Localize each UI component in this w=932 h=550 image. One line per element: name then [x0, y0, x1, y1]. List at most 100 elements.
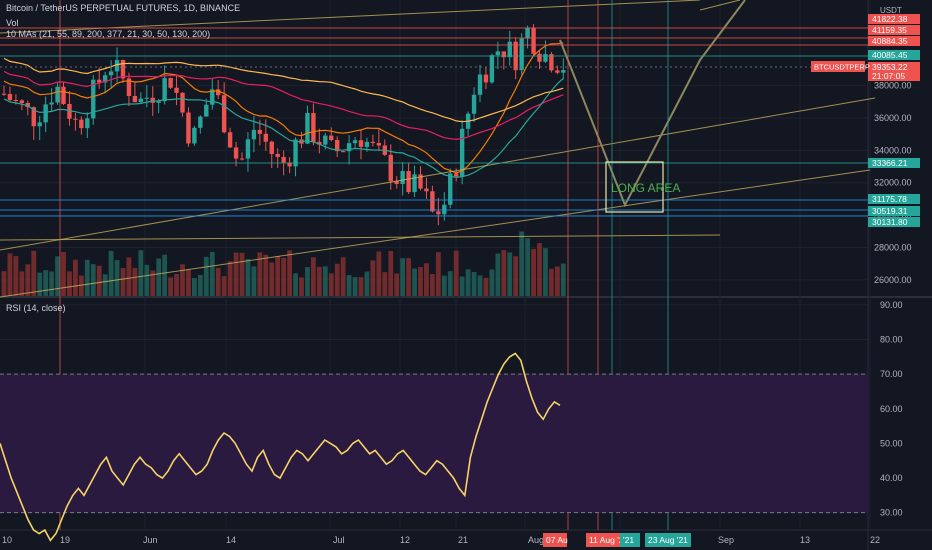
volume-bar	[293, 273, 298, 296]
volume-bar	[531, 248, 536, 296]
volume-bar	[465, 269, 471, 296]
candle-body	[162, 78, 167, 102]
volume-bar	[174, 273, 179, 296]
time-axis-date-label: '21	[623, 535, 634, 545]
candle-body	[329, 135, 334, 140]
rsi-axis-tick: 80.00	[880, 335, 903, 345]
price-tag-label: 40884.35	[872, 36, 908, 46]
price-axis-tick: 32000.00	[874, 178, 912, 188]
candle-body	[37, 122, 42, 127]
volume-bar	[13, 256, 19, 296]
volume-bar	[192, 277, 197, 296]
candle-body	[156, 101, 161, 103]
candle-body	[97, 79, 102, 83]
volume-bar	[513, 256, 519, 296]
volume-bar	[376, 251, 382, 296]
volume-bar	[489, 269, 495, 296]
volume-bar	[495, 253, 501, 296]
candle-body	[186, 112, 191, 144]
volume-bar	[186, 269, 191, 296]
volume-bar	[334, 263, 340, 296]
time-axis-tick: 14	[226, 535, 236, 545]
candle-body	[364, 141, 370, 147]
candle-body	[132, 96, 138, 103]
volume-bar	[7, 253, 13, 296]
time-axis-tick: Jul	[333, 535, 345, 545]
volume-bar	[269, 262, 275, 296]
candle-body	[370, 141, 376, 144]
volume-bar	[84, 259, 90, 296]
volume-bar	[394, 273, 400, 296]
time-axis-date-label: 07 Au	[546, 535, 568, 545]
time-axis-tick: 12	[400, 535, 410, 545]
candle-body	[120, 59, 126, 79]
price-axis-tick: 26000.00	[874, 275, 912, 285]
candle-body	[55, 86, 60, 103]
time-axis-date-badge	[543, 533, 567, 547]
candle-body	[126, 78, 132, 97]
trend-line	[0, 169, 871, 298]
candle-body	[305, 113, 310, 144]
volume-bar	[239, 252, 245, 296]
volume-bar	[358, 277, 364, 296]
volume-bar	[340, 257, 346, 296]
candle-body	[442, 204, 447, 215]
volume-bar	[519, 231, 525, 296]
candle-body	[323, 135, 328, 145]
volume-bar	[424, 263, 429, 296]
candle-body	[394, 181, 399, 184]
price-axis-tick: 36000.00	[874, 113, 912, 123]
time-axis-tick: Jun	[143, 535, 158, 545]
volume-bar	[227, 261, 233, 296]
candle-body	[216, 89, 221, 96]
time-axis-date-badge	[620, 533, 640, 547]
long-area-label: LONG AREA	[611, 181, 680, 195]
candle-body	[495, 51, 501, 56]
candle-body	[251, 129, 257, 140]
ma-line	[3, 77, 564, 179]
time-axis-tick: Aug	[528, 535, 544, 545]
volume-bar	[430, 274, 435, 296]
time-axis-date-badge	[645, 533, 691, 547]
time-axis-tick: Sep	[718, 535, 734, 545]
volume-bar	[49, 271, 54, 296]
candle-body	[293, 139, 298, 167]
volume-bar	[138, 250, 144, 296]
volume-bar	[406, 258, 411, 296]
candle-body	[144, 97, 149, 99]
volume-bar	[108, 250, 114, 296]
ma-line	[3, 42, 564, 174]
candle-body	[358, 140, 364, 147]
volume-bar	[346, 275, 352, 296]
candle-body	[436, 211, 441, 215]
price-tag	[868, 71, 920, 81]
symbol-tag	[811, 61, 865, 72]
time-axis-tick: 19	[60, 535, 70, 545]
volume-bar	[25, 264, 31, 296]
candle-body	[549, 54, 554, 71]
candle-body	[275, 153, 280, 157]
time-axis-tick: 21	[458, 535, 468, 545]
candle-body	[61, 86, 66, 104]
volume-bar	[441, 275, 447, 296]
volume-bar	[316, 266, 322, 296]
volume-bar	[275, 256, 281, 296]
candle-body	[25, 102, 30, 108]
volume-bar	[501, 250, 507, 296]
rsi-axis-tick: 70.00	[880, 369, 903, 379]
trend-line	[699, 0, 741, 11]
volume-bar	[281, 257, 287, 296]
price-tag	[868, 50, 920, 60]
volume-bar	[162, 254, 168, 296]
candle-body	[471, 94, 477, 114]
rsi-legend: RSI (14, close)	[6, 303, 66, 313]
candle-body	[418, 174, 423, 189]
volume-legend: Vol	[6, 18, 19, 28]
volume-bar	[114, 260, 120, 296]
volume-bar	[477, 275, 483, 296]
price-tag-label: 41159.35	[872, 25, 907, 35]
candle-body	[108, 71, 114, 76]
candle-body	[317, 141, 322, 145]
candle-body	[335, 139, 340, 152]
